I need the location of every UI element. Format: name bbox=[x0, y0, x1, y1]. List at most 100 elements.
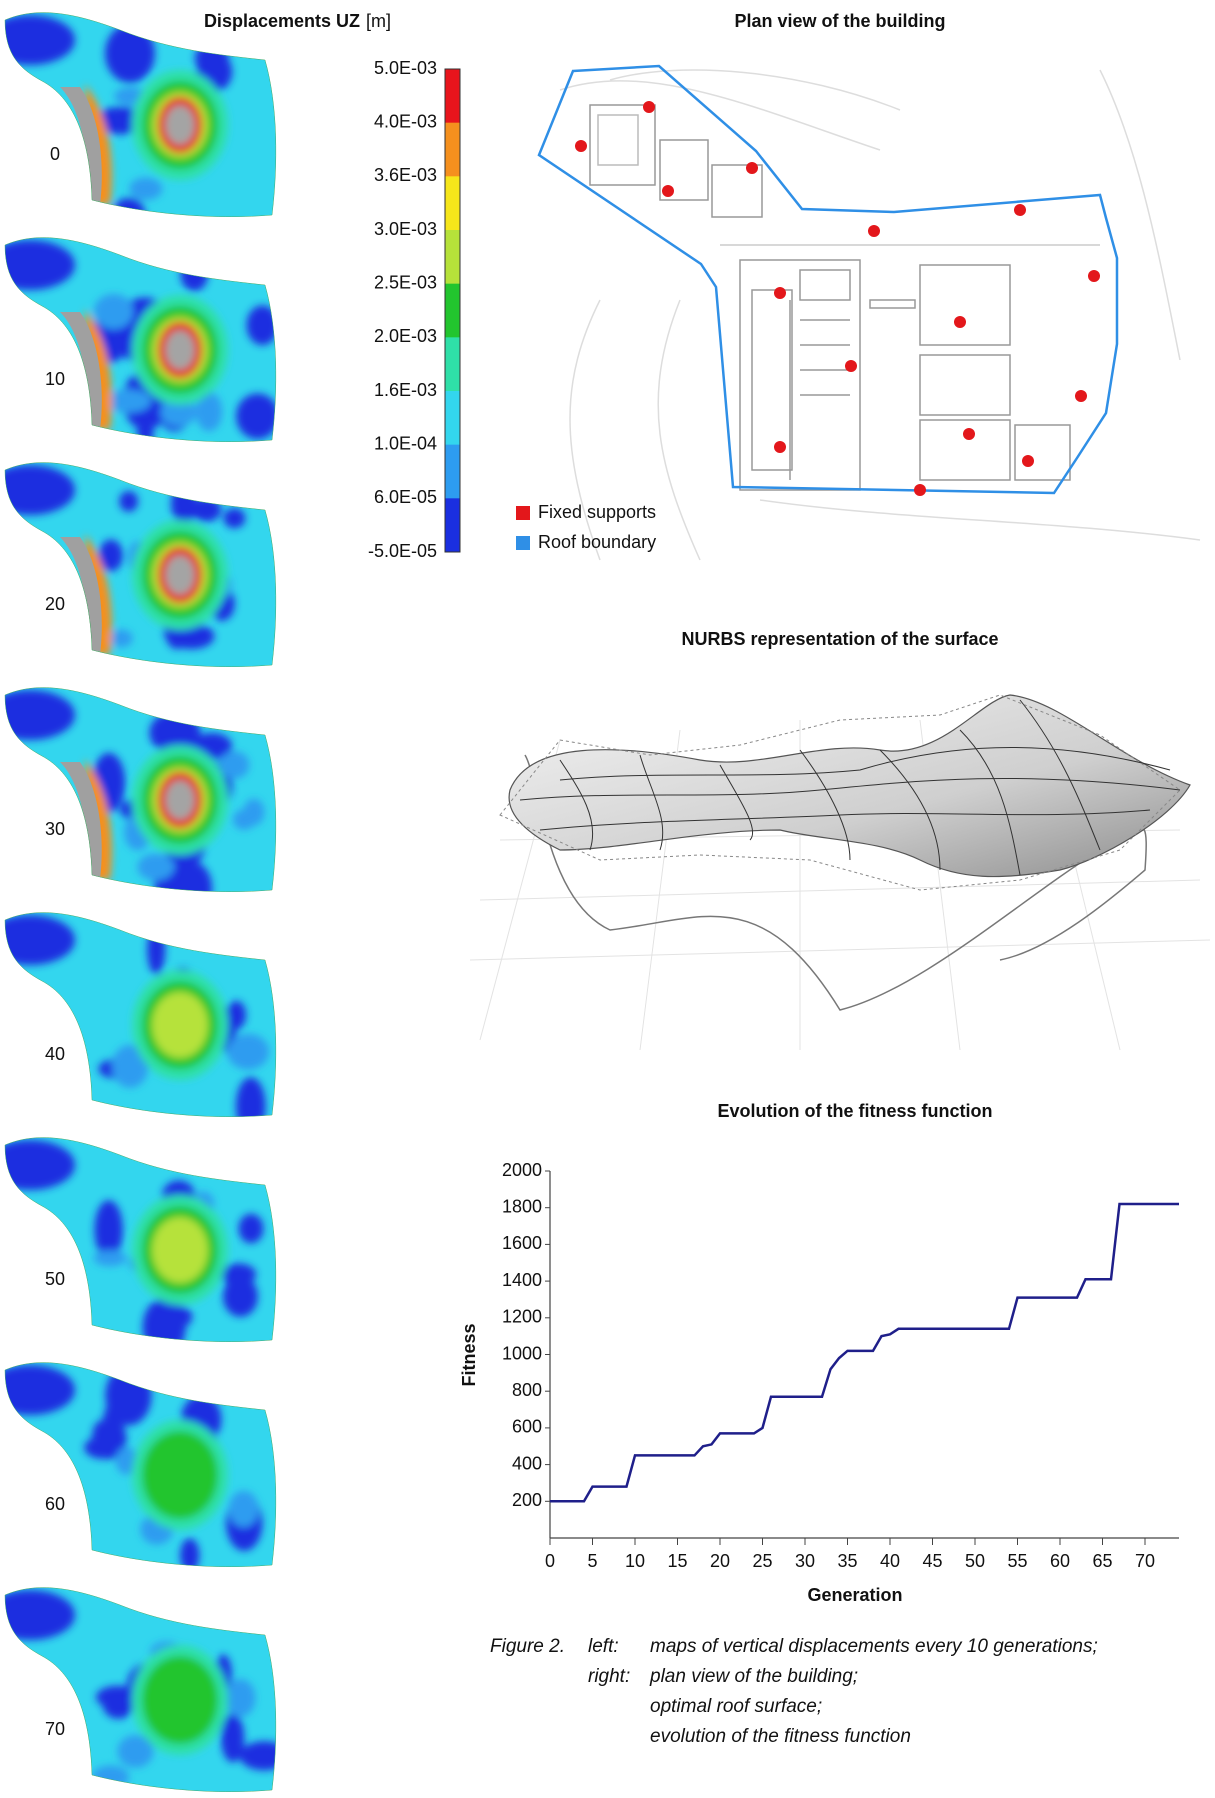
caption-text: maps of vertical displacements every 10 … bbox=[650, 1636, 1098, 1657]
blob bbox=[103, 1403, 124, 1436]
displacement-map bbox=[0, 1355, 300, 1575]
blob bbox=[225, 1679, 256, 1717]
displacement-map bbox=[0, 1580, 300, 1798]
blob bbox=[94, 1250, 127, 1266]
displacement-map bbox=[0, 5, 300, 227]
x-tick-label: 0 bbox=[545, 1551, 555, 1571]
y-tick-label: 1200 bbox=[502, 1307, 542, 1327]
y-tick-label: 1000 bbox=[502, 1343, 542, 1363]
colorbar-band bbox=[445, 176, 460, 230]
x-tick-label: 60 bbox=[1050, 1551, 1070, 1571]
blob bbox=[240, 1038, 269, 1063]
y-tick-label: 400 bbox=[512, 1453, 542, 1473]
blob bbox=[220, 751, 250, 779]
blob bbox=[246, 305, 278, 345]
blob bbox=[236, 393, 279, 439]
nurbs-drawing bbox=[470, 695, 1210, 1050]
colorbar-band bbox=[445, 445, 460, 499]
generation-label: 0 bbox=[50, 144, 60, 164]
caption: Figure 2.left:maps of vertical displacem… bbox=[490, 1636, 1098, 1747]
blob bbox=[142, 1431, 218, 1519]
caption-label: right: bbox=[588, 1666, 630, 1687]
blob bbox=[129, 177, 162, 200]
colorbar-band bbox=[445, 337, 460, 391]
blob bbox=[94, 294, 134, 330]
blob bbox=[113, 198, 145, 227]
caption-text: plan view of the building; bbox=[649, 1666, 858, 1687]
caption-text: optimal roof surface; bbox=[650, 1696, 822, 1717]
blob bbox=[165, 780, 195, 820]
blob bbox=[110, 629, 132, 647]
blob bbox=[152, 992, 208, 1058]
displacement-map bbox=[0, 1130, 300, 1355]
blob bbox=[221, 1263, 256, 1285]
generation-label: 70 bbox=[45, 1719, 65, 1739]
blob bbox=[99, 540, 123, 572]
colorbar-band bbox=[445, 69, 460, 123]
colorbar-label: 2.5E-03 bbox=[374, 272, 437, 292]
generation-label: 40 bbox=[45, 1044, 65, 1064]
generation-label: 10 bbox=[45, 369, 65, 389]
y-axis-label: Fitness bbox=[459, 1323, 479, 1386]
legend-label: Fixed supports bbox=[538, 502, 656, 522]
legend-label: Roof boundary bbox=[538, 532, 656, 552]
map-field bbox=[0, 230, 300, 450]
blob bbox=[236, 1077, 266, 1135]
y-tick-label: 200 bbox=[512, 1490, 542, 1510]
x-tick-label: 50 bbox=[965, 1551, 985, 1571]
legend-swatch bbox=[516, 506, 530, 520]
y-tick-label: 1400 bbox=[502, 1270, 542, 1290]
colorbar-label: 4.0E-03 bbox=[374, 111, 437, 131]
x-tick-label: 35 bbox=[837, 1551, 857, 1571]
blob bbox=[239, 1741, 288, 1770]
y-tick-label: 600 bbox=[512, 1417, 542, 1437]
blob bbox=[165, 105, 195, 145]
displacement-map bbox=[0, 905, 300, 1135]
blob bbox=[92, 1766, 129, 1789]
displacement-map bbox=[0, 455, 300, 675]
x-tick-label: 5 bbox=[587, 1551, 597, 1571]
x-tick-label: 30 bbox=[795, 1551, 815, 1571]
map-field bbox=[0, 1580, 300, 1798]
blob bbox=[147, 925, 165, 975]
maps-title: Displacements UZ bbox=[204, 11, 360, 31]
colorbar-label: 1.6E-03 bbox=[374, 380, 437, 400]
x-tick-label: 40 bbox=[880, 1551, 900, 1571]
support-points bbox=[575, 101, 1100, 496]
roof-boundary bbox=[539, 66, 1117, 493]
x-tick-label: 45 bbox=[922, 1551, 942, 1571]
plan-title: Plan view of the building bbox=[734, 11, 945, 31]
caption-label: left: bbox=[588, 1636, 619, 1657]
generation-label: 30 bbox=[45, 819, 65, 839]
maps-unit: [m] bbox=[366, 11, 391, 31]
plan-legend: Fixed supports Roof boundary bbox=[516, 502, 656, 552]
colorbar-label: 1.0E-04 bbox=[374, 433, 437, 453]
legend-swatch bbox=[516, 536, 530, 550]
blob bbox=[229, 1491, 259, 1528]
blob bbox=[233, 809, 255, 830]
colorbar-label: 6.0E-05 bbox=[374, 487, 437, 507]
y-tick-label: 800 bbox=[512, 1380, 542, 1400]
colorbar-band bbox=[445, 391, 460, 445]
map-field bbox=[0, 1130, 300, 1355]
blob bbox=[137, 854, 174, 881]
blob bbox=[161, 1305, 193, 1328]
x-tick-label: 10 bbox=[625, 1551, 645, 1571]
displacement-maps bbox=[0, 5, 300, 1798]
colorbar: 5.0E-034.0E-033.6E-033.0E-032.5E-032.0E-… bbox=[368, 58, 460, 561]
y-tick-label: 2000 bbox=[502, 1160, 542, 1180]
generation-label: 50 bbox=[45, 1269, 65, 1289]
y-tick-label: 1800 bbox=[502, 1196, 542, 1216]
map-field bbox=[0, 455, 300, 675]
blob bbox=[173, 862, 212, 915]
blob bbox=[142, 1656, 218, 1744]
blob bbox=[239, 1214, 264, 1244]
blob bbox=[106, 389, 151, 412]
blob bbox=[119, 491, 138, 512]
colorbar-band bbox=[445, 498, 460, 552]
blob bbox=[223, 508, 245, 528]
colorbar-label: 3.6E-03 bbox=[374, 165, 437, 185]
x-tick-label: 25 bbox=[752, 1551, 772, 1571]
colorbar-label: 3.0E-03 bbox=[374, 219, 437, 239]
blob bbox=[152, 1217, 208, 1283]
